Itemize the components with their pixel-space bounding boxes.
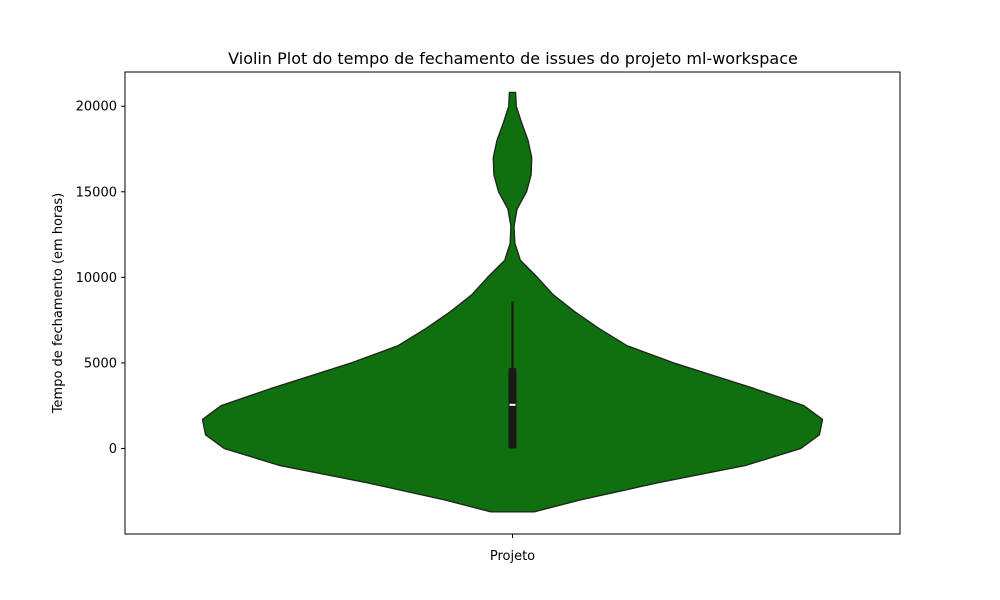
- x-tick-label: Projeto: [490, 549, 535, 564]
- x-axis: Projeto: [490, 534, 535, 564]
- y-tick-label: 20000: [76, 100, 117, 115]
- y-tick-label: 0: [109, 442, 117, 457]
- y-axis: 0 5000 10000 15000 20000: [76, 100, 125, 457]
- y-tick-label: 5000: [84, 356, 117, 371]
- y-axis-label: Tempo de fechamento (em horas): [51, 193, 66, 414]
- iqr-box: [508, 368, 517, 449]
- y-tick-label: 10000: [76, 271, 117, 286]
- plot-area: [124, 71, 901, 535]
- chart-title: Violin Plot do tempo de fechamento de is…: [228, 49, 798, 68]
- y-tick-label: 15000: [76, 185, 117, 200]
